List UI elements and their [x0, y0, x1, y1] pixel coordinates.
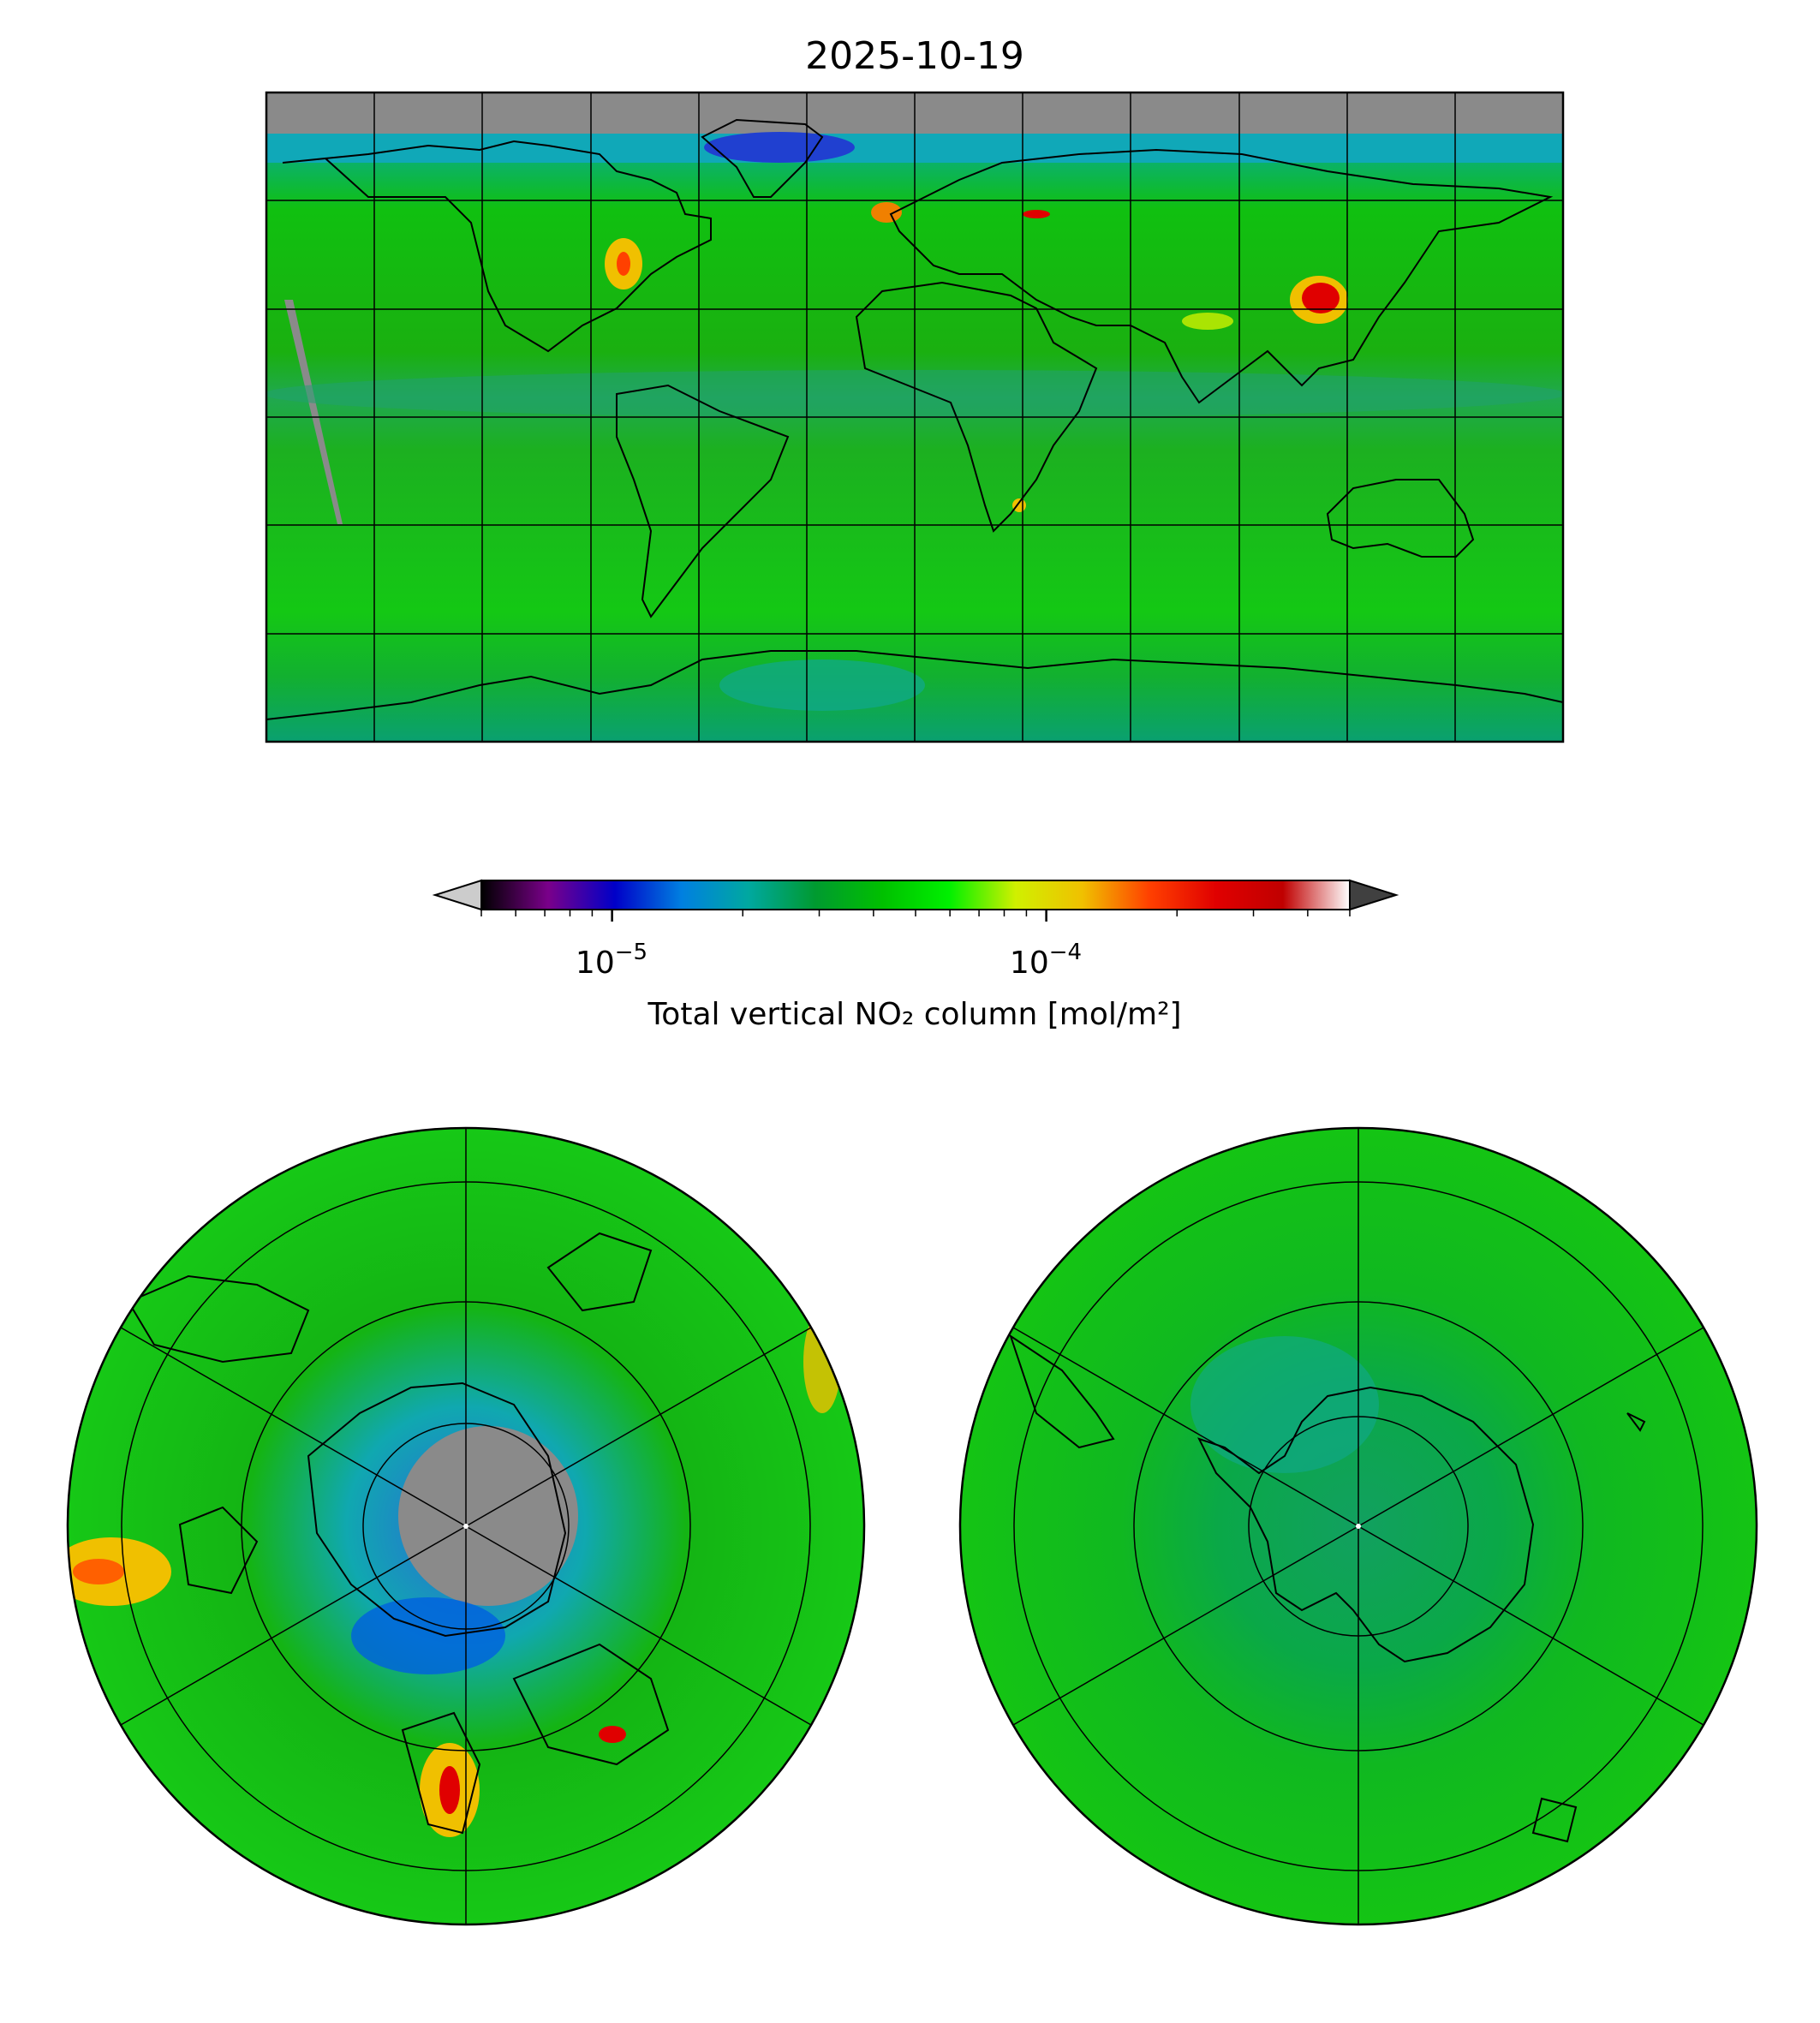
- global-map-hotspot-uk: [871, 202, 902, 223]
- global-map-frame: [265, 91, 1565, 743]
- south-polar-map: [958, 1126, 1758, 1926]
- north-polar-hotspot-russia: [599, 1726, 626, 1743]
- south-polar-frame: [958, 1126, 1758, 1926]
- north-polar-nodata-cap: [398, 1426, 578, 1606]
- global-map-hotspot-china-core: [1302, 283, 1340, 313]
- global-map-coastlines: [266, 118, 1563, 720]
- global-map: [265, 91, 1565, 743]
- coastline-antarctica: [266, 650, 1563, 720]
- coastline-australia: [1326, 479, 1475, 558]
- north-polar-low-greenland: [351, 1597, 505, 1674]
- colorbar-label: Total vertical NO₂ column [mol/m²]: [647, 997, 1181, 1032]
- north-polar-frame: [66, 1126, 866, 1926]
- north-polar-map: [66, 1126, 866, 1926]
- north-polar-pole-marker: [463, 1524, 468, 1529]
- south-polar-pole-marker: [1356, 1524, 1361, 1529]
- coastline-eurasia: [889, 148, 1554, 404]
- coastline-africa: [855, 281, 1098, 533]
- global-map-hotspot-india: [1182, 313, 1233, 330]
- colorbar-extend-low: [432, 879, 482, 911]
- figure-title: 2025-10-19: [805, 34, 1024, 78]
- global-map-hotspot-eastern-us-core: [617, 252, 630, 276]
- global-map-nodata-swath: [284, 300, 343, 524]
- north-polar-coastlines: [127, 1232, 670, 1835]
- colorbar-tick-label-1e-5: 10−5: [576, 940, 647, 981]
- global-map-hotspot-russia: [1023, 210, 1050, 218]
- colorbar-extend-high: [1349, 879, 1399, 911]
- colorbar-tick-label-1e-4: 10−4: [1010, 940, 1082, 981]
- north-polar-hotspot-uk-core: [439, 1766, 460, 1814]
- colorbar: 10−5 10−4 Total vertical NO₂ column [mol…: [432, 879, 1399, 1032]
- colorbar-bar: [480, 880, 1351, 910]
- global-map-greenland-low: [704, 132, 855, 163]
- coastline-north-america: [282, 140, 712, 353]
- coastline-greenland: [701, 118, 824, 198]
- global-map-gridlines: [266, 92, 1563, 742]
- north-polar-hotspot-west-core: [73, 1559, 124, 1584]
- south-polar-low-region: [1190, 1336, 1379, 1473]
- coastline-south-america: [616, 384, 790, 618]
- global-map-antarctic-low: [719, 659, 925, 711]
- colorbar-ticks: [480, 910, 1351, 922]
